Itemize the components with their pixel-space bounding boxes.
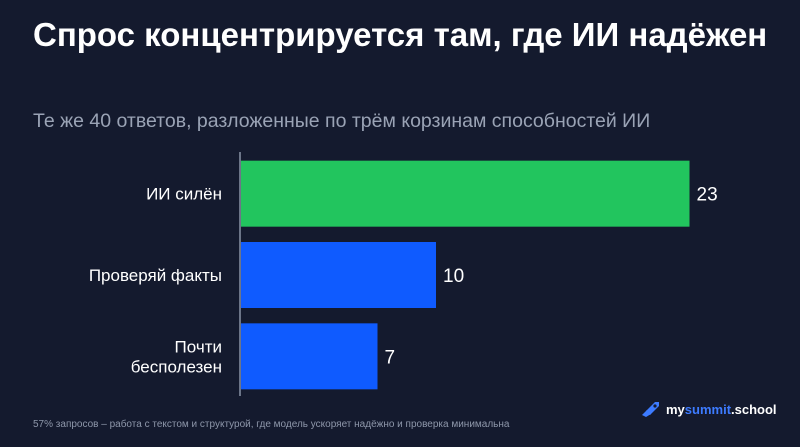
data-label-1: 23 [697, 185, 718, 206]
data-label-2: 10 [443, 266, 464, 287]
data-label-3: 7 [385, 347, 396, 368]
category-label-3: Почти бесполезен [131, 337, 222, 376]
page-subtitle: Те же 40 ответов, разложенные по трём ко… [33, 110, 651, 132]
bar-2 [241, 242, 436, 308]
brand-accent: summit [684, 401, 732, 417]
bar-3 [241, 323, 378, 390]
category-label-1: ИИ силён [146, 185, 222, 204]
footnote: 57% запросов – работа с текстом и структ… [33, 419, 510, 430]
brand-prefix: my [666, 401, 685, 417]
brand-logo: mysummit.school [640, 401, 777, 417]
page-title: Спрос концентрируется там, где ИИ надёже… [33, 16, 768, 53]
bar-1 [241, 160, 690, 227]
brand-suffix: .school [731, 401, 777, 417]
category-label-2: Проверяй факты [89, 266, 222, 285]
brand-name: mysummit.school [666, 402, 777, 417]
rocket-icon [642, 402, 659, 417]
